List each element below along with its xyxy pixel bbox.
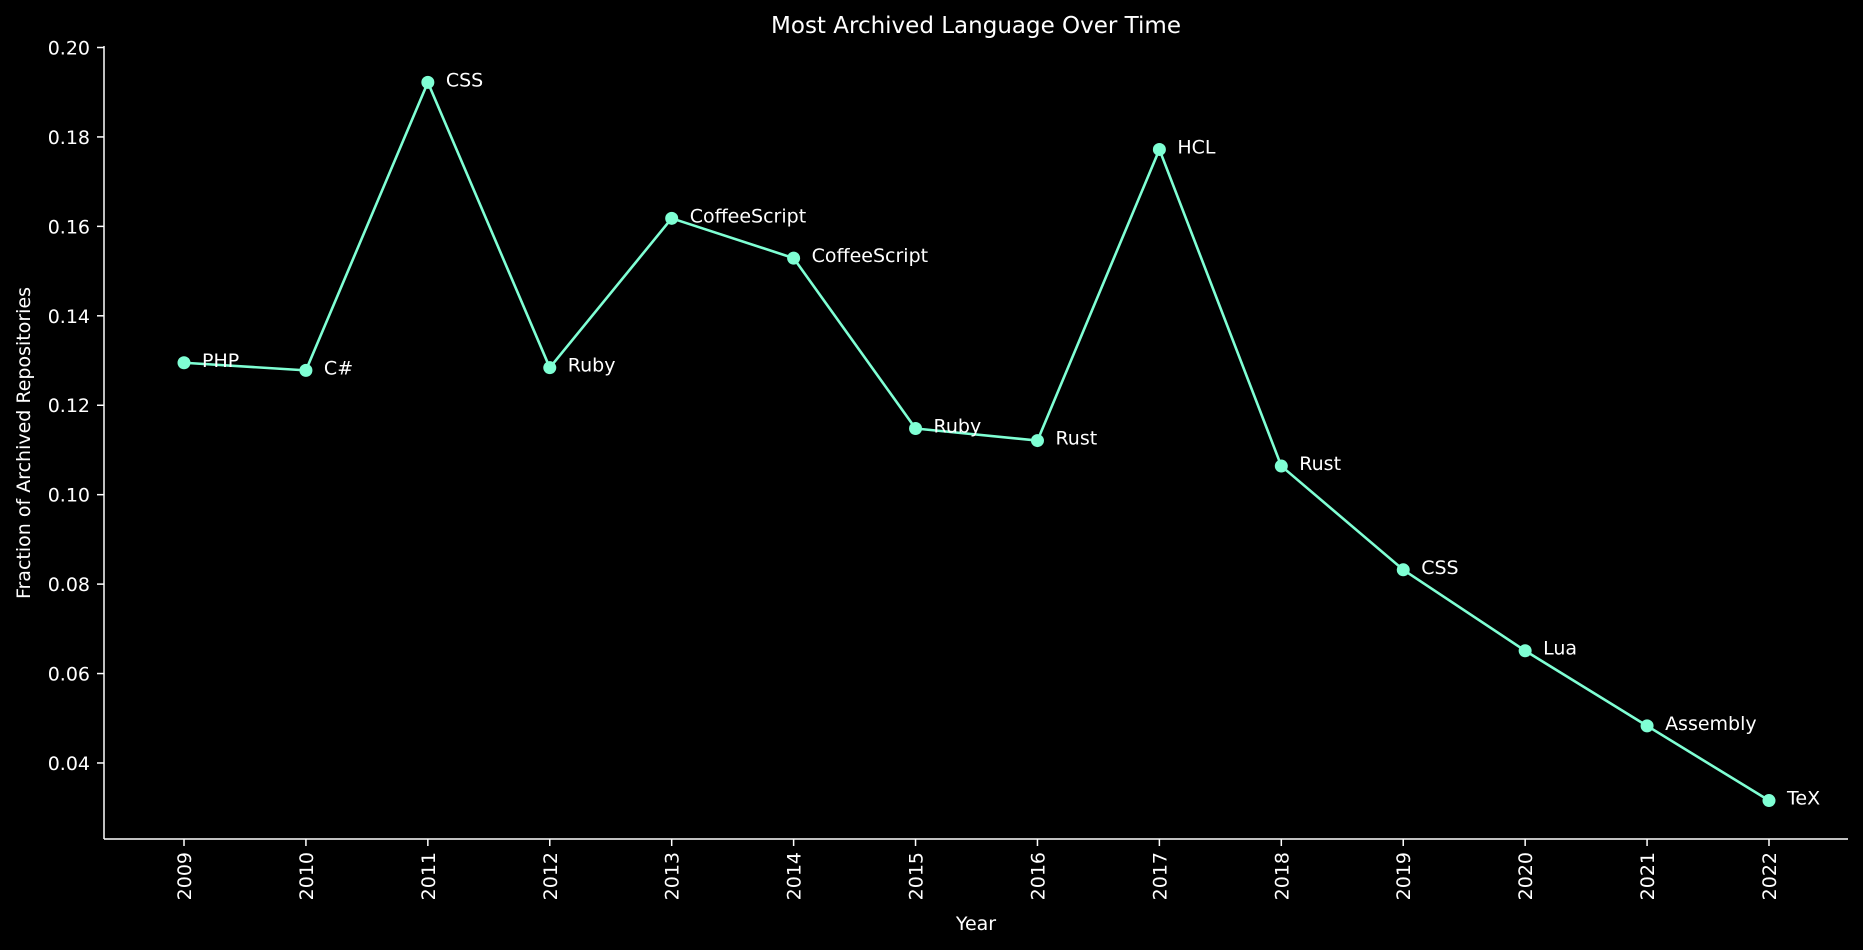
data-point [665,211,679,225]
y-tick-label: 0.14 [48,306,90,328]
data-point [1518,644,1532,658]
x-tick-label: 2022 [1759,852,1781,900]
data-point [299,363,313,377]
point-label: PHP [202,350,239,372]
x-tick-label: 2012 [540,852,562,900]
y-tick-label: 0.06 [48,664,90,686]
x-tick-label: 2021 [1637,852,1659,900]
point-label: Ruby [568,355,616,377]
data-point [177,356,191,370]
point-label: CSS [446,69,483,91]
x-tick-label: 2011 [418,852,440,900]
chart-title: Most Archived Language Over Time [771,13,1181,39]
point-label: CSS [1421,557,1458,579]
data-point [543,361,557,375]
x-tick-label: 2014 [784,852,806,900]
point-label: C# [324,357,353,379]
point-label: Ruby [934,415,982,437]
data-point [1030,434,1044,448]
point-label: Rust [1299,453,1341,475]
data-point [1762,794,1776,808]
x-tick-label: 2016 [1027,852,1049,900]
axis-ticks: 0.04 0.06 0.08 0.10 0.12 0.14 0.16 0.18 0.20 2009… [48,38,1781,901]
x-tick-label: 2015 [906,852,928,900]
point-label: Assembly [1665,713,1757,735]
point-label: CoffeeScript [690,205,806,227]
y-axis-label: Fraction of Archived Repositories [13,287,35,599]
x-tick-label: 2010 [296,852,318,900]
y-tick-label: 0.08 [48,574,90,596]
x-axis-label: Year [955,913,996,935]
x-tick-label: 2019 [1393,852,1415,900]
data-point [1152,142,1166,156]
point-label: Lua [1543,638,1577,660]
point-label: TeX [1786,788,1820,810]
data-point [1640,719,1654,733]
y-tick-label: 0.20 [48,38,90,60]
data-point [787,251,801,265]
data-point [1396,563,1410,577]
series-line [183,81,1770,802]
x-tick-label: 2013 [662,852,684,900]
x-tick-label: 2009 [174,852,196,900]
plot-area: PHP C# CSS Ruby CoffeeScript CoffeeScript Ruby… [177,69,1820,810]
y-tick-label: 0.16 [48,216,90,238]
point-label: CoffeeScript [812,245,928,267]
data-point [909,421,923,435]
x-tick-label: 2017 [1149,852,1171,900]
y-tick-label: 0.04 [48,753,90,775]
x-tick-label: 2020 [1515,852,1537,900]
point-label: HCL [1177,136,1216,158]
data-point [421,75,435,89]
y-tick-label: 0.12 [48,395,90,417]
point-label: Rust [1055,428,1097,450]
data-point [1274,459,1288,473]
y-tick-label: 0.10 [48,485,90,507]
y-tick-label: 0.18 [48,127,90,149]
x-tick-label: 2018 [1271,852,1293,900]
